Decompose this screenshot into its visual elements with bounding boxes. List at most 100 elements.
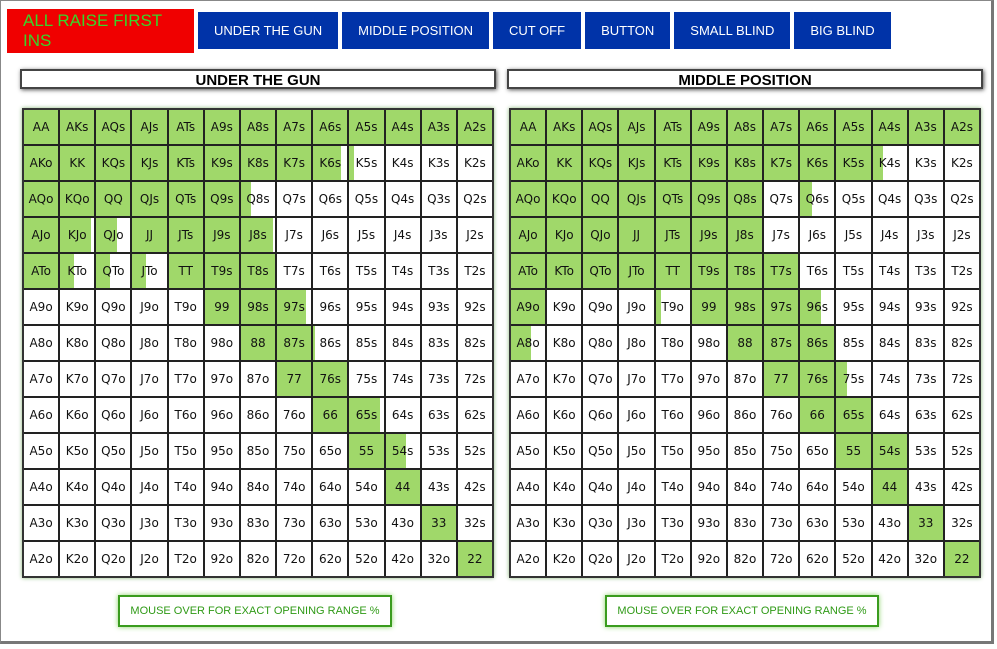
hand-cell[interactable]: A5o — [511, 434, 546, 468]
hand-cell[interactable]: 92o — [204, 542, 239, 576]
tab-all-raise-first-ins[interactable]: ALL RAISE FIRST INS — [7, 9, 194, 53]
hand-cell[interactable]: Q2o — [96, 542, 131, 576]
hand-cell[interactable]: A4s — [872, 110, 907, 144]
hand-cell[interactable]: 95o — [204, 434, 239, 468]
hand-cell[interactable]: 95s — [349, 290, 384, 324]
hand-cell[interactable]: J8s — [240, 218, 276, 252]
hand-cell[interactable]: AKo — [511, 146, 546, 180]
hand-cell[interactable]: A8o — [24, 326, 59, 360]
hand-cell[interactable]: 32o — [421, 542, 456, 576]
hand-cell[interactable]: 43s — [908, 470, 943, 504]
hand-cell[interactable]: 64o — [313, 470, 348, 504]
hand-cell[interactable]: AQs — [96, 110, 131, 144]
hand-cell[interactable]: 97s — [764, 290, 799, 324]
hand-cell[interactable]: KQs — [583, 146, 618, 180]
hand-cell[interactable]: Q9s — [204, 182, 239, 216]
hand-cell[interactable]: K4s — [872, 146, 907, 180]
hand-cell[interactable]: 96o — [204, 398, 239, 432]
hand-cell[interactable]: KJs — [619, 146, 654, 180]
hand-cell[interactable]: J9o — [132, 290, 167, 324]
hand-cell[interactable]: 95o — [691, 434, 726, 468]
hand-cell[interactable]: A6o — [24, 398, 59, 432]
hand-cell[interactable]: J8o — [619, 326, 654, 360]
hand-cell[interactable]: K5s — [349, 146, 384, 180]
hand-cell[interactable]: J5o — [132, 434, 167, 468]
hand-cell[interactable]: QQ — [96, 182, 131, 216]
hand-cell[interactable]: Q3o — [583, 506, 618, 540]
hand-cell[interactable]: 52o — [836, 542, 871, 576]
hand-cell[interactable]: ATs — [168, 110, 203, 144]
hand-cell[interactable]: JTs — [655, 218, 690, 252]
hand-cell[interactable]: 33 — [421, 506, 456, 540]
hand-cell[interactable]: Q7s — [764, 182, 799, 216]
hand-cell[interactable]: AKs — [60, 110, 95, 144]
hand-cell[interactable]: QTo — [583, 254, 618, 288]
hand-cell[interactable]: A2s — [457, 110, 492, 144]
hand-cell[interactable]: A6o — [511, 398, 546, 432]
hand-cell[interactable]: K4o — [547, 470, 582, 504]
hand-cell[interactable]: A3o — [511, 506, 546, 540]
hand-cell[interactable]: Q7o — [583, 362, 618, 396]
hand-cell[interactable]: KJo — [547, 218, 582, 252]
hand-cell[interactable]: 63s — [908, 398, 943, 432]
hand-cell[interactable]: JTo — [132, 254, 167, 288]
hand-cell[interactable]: KQs — [96, 146, 131, 180]
hand-cell[interactable]: K2o — [547, 542, 582, 576]
hand-cell[interactable]: K2o — [60, 542, 95, 576]
hand-cell[interactable]: J2o — [619, 542, 654, 576]
hand-cell[interactable]: 72o — [764, 542, 799, 576]
hand-cell[interactable]: 22 — [457, 542, 492, 576]
hand-cell[interactable]: T9o — [168, 290, 203, 324]
hand-cell[interactable]: A9s — [204, 110, 239, 144]
hand-cell[interactable]: 65s — [836, 398, 871, 432]
hand-cell[interactable]: Q5o — [583, 434, 618, 468]
hand-cell[interactable]: J5s — [836, 218, 871, 252]
hand-cell[interactable]: 64s — [385, 398, 420, 432]
hand-cell[interactable]: Q6o — [96, 398, 131, 432]
hand-cell[interactable]: 86o — [727, 398, 763, 432]
hand-cell[interactable]: AJs — [132, 110, 167, 144]
hand-cell[interactable]: J3s — [908, 218, 943, 252]
hand-cell[interactable]: KTs — [168, 146, 203, 180]
hand-cell[interactable]: TT — [168, 254, 203, 288]
hand-cell[interactable]: 75o — [764, 434, 799, 468]
hand-cell[interactable]: 97s — [277, 290, 312, 324]
hand-cell[interactable]: Q3s — [421, 182, 456, 216]
hand-cell[interactable]: T2o — [168, 542, 203, 576]
hand-cell[interactable]: 76o — [277, 398, 312, 432]
hand-cell[interactable]: T5o — [655, 434, 690, 468]
hand-cell[interactable]: 73s — [421, 362, 456, 396]
hand-cell[interactable]: ATs — [655, 110, 690, 144]
hand-cell[interactable]: 52s — [457, 434, 492, 468]
hand-cell[interactable]: KTo — [547, 254, 582, 288]
hand-cell[interactable]: K4s — [385, 146, 420, 180]
hand-cell[interactable]: J9s — [204, 218, 239, 252]
hand-cell[interactable]: JTs — [168, 218, 203, 252]
hand-cell[interactable]: 53s — [908, 434, 943, 468]
hand-cell[interactable]: J6s — [800, 218, 835, 252]
hand-cell[interactable]: 53s — [421, 434, 456, 468]
hand-cell[interactable]: 22 — [944, 542, 979, 576]
tab-cut-off[interactable]: CUT OFF — [492, 12, 582, 49]
tab-big-blind[interactable]: BIG BLIND — [794, 12, 891, 49]
hand-cell[interactable]: 85s — [349, 326, 384, 360]
hand-cell[interactable]: T3o — [655, 506, 690, 540]
hand-cell[interactable]: QTs — [655, 182, 690, 216]
hand-cell[interactable]: 95s — [836, 290, 871, 324]
hand-cell[interactable]: A5o — [24, 434, 59, 468]
hand-cell[interactable]: 63s — [421, 398, 456, 432]
hand-cell[interactable]: 44 — [385, 470, 420, 504]
hand-cell[interactable]: 83s — [908, 326, 943, 360]
hand-cell[interactable]: A8s — [727, 110, 763, 144]
hand-cell[interactable]: 85o — [240, 434, 276, 468]
hand-cell[interactable]: T8s — [727, 254, 763, 288]
hand-cell[interactable]: T9s — [691, 254, 726, 288]
hand-cell[interactable]: Q4o — [96, 470, 131, 504]
hand-cell[interactable]: J6o — [619, 398, 654, 432]
hand-cell[interactable]: 73s — [908, 362, 943, 396]
hand-cell[interactable]: 53o — [836, 506, 871, 540]
hand-cell[interactable]: JJ — [132, 218, 167, 252]
hand-cell[interactable]: 86s — [800, 326, 835, 360]
hand-cell[interactable]: 87s — [764, 326, 799, 360]
hand-cell[interactable]: A8s — [240, 110, 276, 144]
